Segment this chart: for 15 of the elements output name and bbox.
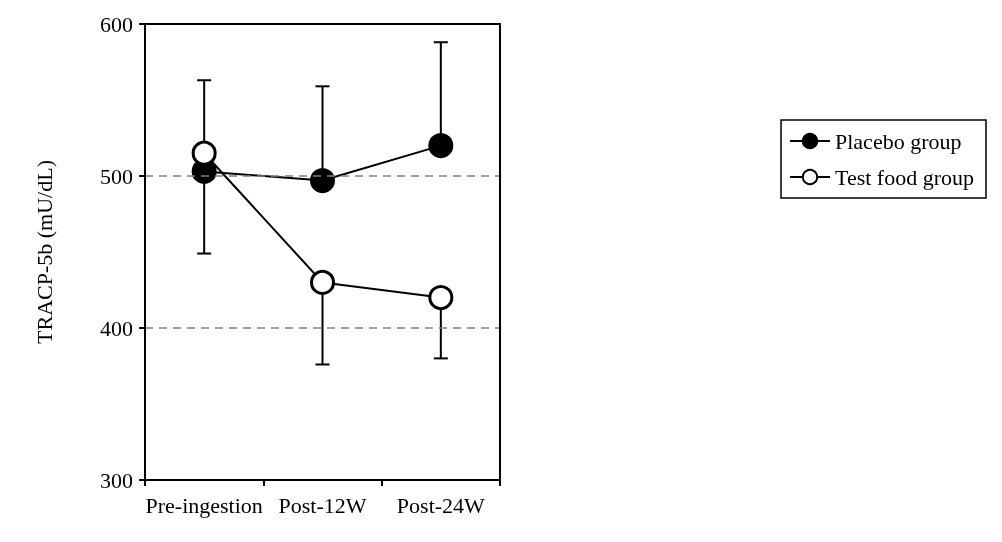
legend-label: Test food group <box>835 164 975 190</box>
y-tick-label: 600 <box>100 11 133 37</box>
point <box>428 133 454 159</box>
legend-label: Placebo group <box>835 128 962 154</box>
point <box>428 285 454 311</box>
point <box>310 168 335 194</box>
y-axis-title: TRACP-5b (mU/dL) <box>31 160 57 344</box>
point <box>191 140 217 166</box>
y-tick-label: 300 <box>100 467 133 493</box>
x-tick-label: Post-12W <box>278 492 367 518</box>
y-tick-label: 400 <box>100 315 133 341</box>
x-tick-label: Post-24W <box>396 492 486 518</box>
y-tick-label: 500 <box>100 163 133 189</box>
point <box>310 269 335 295</box>
x-tick-label: Pre-ingestion <box>145 492 263 518</box>
